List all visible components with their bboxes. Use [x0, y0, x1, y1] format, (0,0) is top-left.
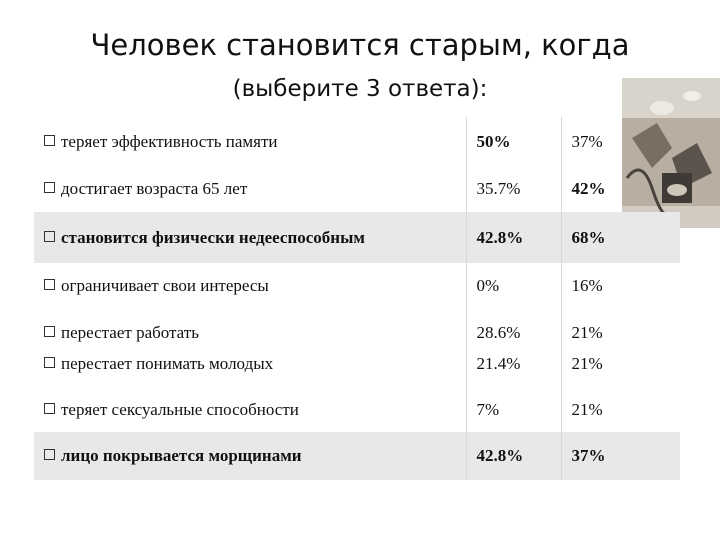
checkbox-icon: [44, 230, 55, 242]
value-a: 35.7%: [466, 166, 562, 212]
value-b: 21%: [571, 400, 603, 419]
checkbox-icon: [44, 403, 55, 414]
painting-image: [622, 78, 720, 228]
value-b: 37%: [571, 131, 603, 151]
checkbox-icon: [44, 278, 55, 290]
checkbox-icon: [44, 449, 55, 460]
row-label: теряет эффективность памяти: [34, 117, 467, 166]
value-a: 7%: [466, 388, 562, 432]
value-b: 21% 21%: [571, 323, 603, 373]
value-b: 68%: [561, 212, 680, 263]
checkbox-icon: [44, 326, 55, 337]
table-row-highlighted: лицо покрывается морщинами 42.8% 37%: [34, 432, 680, 480]
survey-table: теряет эффективность памяти 50% 37% дост…: [34, 117, 680, 480]
value-a: 0%: [466, 263, 562, 308]
table-row: ограничивает свои интересы 0% 16%: [34, 263, 680, 308]
row-label: становится физически недееспособным: [34, 212, 467, 263]
value-b: 37%: [561, 432, 680, 480]
value-a: 42.8%: [466, 212, 562, 263]
value-a: 28.6% 21.4%: [466, 308, 562, 388]
table-row: перестает работать перестает понимать мо…: [34, 308, 680, 388]
table-row: теряет сексуальные способности 7% 21%: [34, 388, 680, 432]
checkbox-icon: [44, 182, 55, 193]
row-label: перестает работать перестает понимать мо…: [34, 308, 467, 388]
checkbox-icon: [44, 134, 55, 146]
value-b: 16%: [571, 275, 603, 295]
page-title: Человек становится старым, когда: [90, 28, 630, 62]
checkbox-icon: [44, 357, 55, 368]
table-row-highlighted: становится физически недееспособным 42.8…: [34, 212, 680, 263]
row-label: достигает возраста 65 лет: [34, 166, 467, 212]
row-label: лицо покрывается морщинами: [34, 432, 467, 480]
table-row: достигает возраста 65 лет 35.7% 42%: [34, 166, 680, 212]
row-label: ограничивает свои интересы: [34, 263, 467, 308]
table-row: теряет эффективность памяти 50% 37%: [34, 117, 680, 166]
page-subtitle: (выберите 3 ответа):: [232, 76, 488, 102]
row-label: теряет сексуальные способности: [34, 388, 467, 432]
value-b: 42%: [571, 179, 606, 198]
value-a: 42.8%: [466, 432, 562, 480]
value-a: 50%: [466, 117, 562, 166]
